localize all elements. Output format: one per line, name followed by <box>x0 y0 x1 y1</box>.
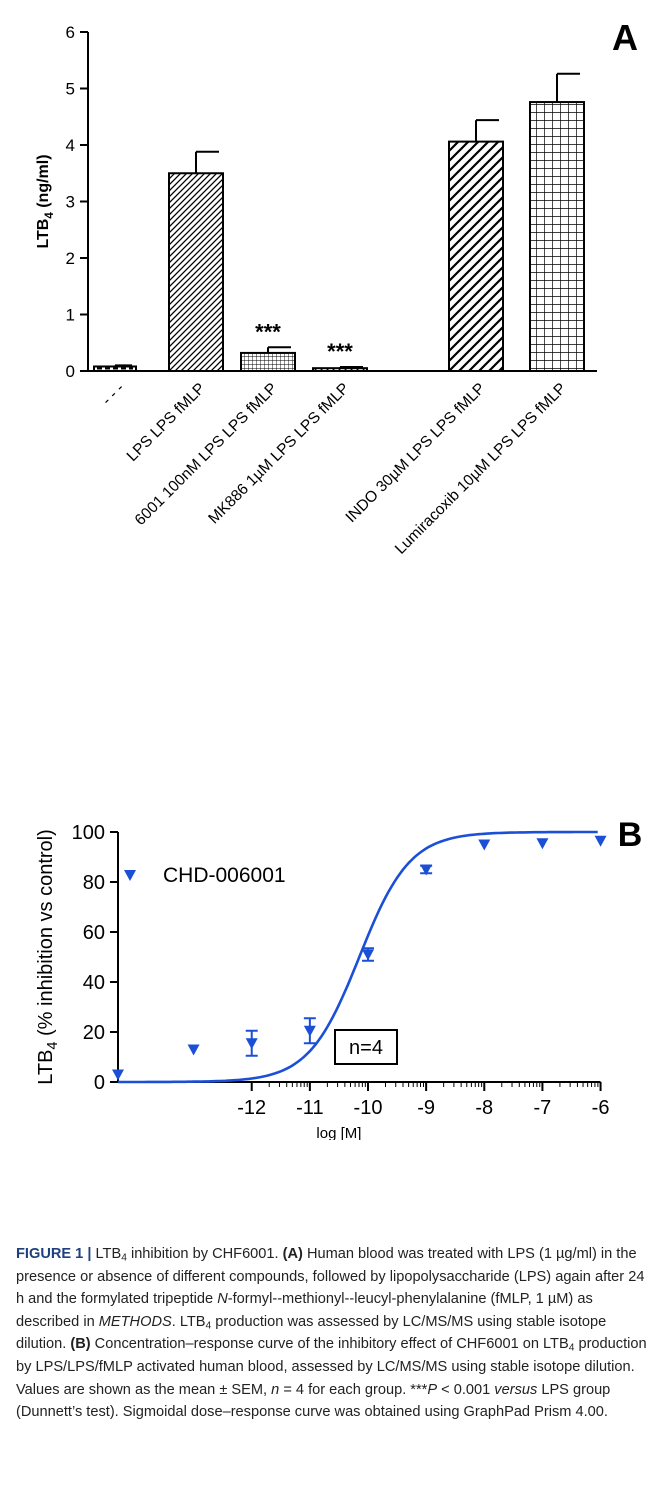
bar <box>448 140 504 372</box>
data-point <box>245 1038 258 1050</box>
x-tick-label: Lumiracoxib 10µM LPS LPS fMLP <box>392 380 570 558</box>
caption-text: = 4 for each group. *** <box>279 1381 428 1398</box>
legend-label: CHD-006001 <box>163 864 286 887</box>
caption-italic: P <box>427 1381 438 1398</box>
y-tick-label: 5 <box>66 80 75 99</box>
x-tick-label: -8 <box>475 1097 493 1119</box>
caption-text: production was assessed by LC/MS/MS usin… <box>16 1313 607 1353</box>
y-tick-label: 0 <box>94 1072 105 1094</box>
caption-text: -formyl--methionyl--leucyl-phenylalanine… <box>16 1291 593 1330</box>
caption-text: < 0.001 <box>437 1381 495 1398</box>
caption-subscript: 4 <box>121 1252 127 1264</box>
bar <box>240 351 296 373</box>
y-tick-label: 3 <box>66 193 75 212</box>
x-tick-label: - - - <box>99 380 128 409</box>
caption-text: inhibition by CHF6001. <box>126 1246 283 1262</box>
panel-label: B <box>618 816 643 854</box>
caption-italic: versus <box>494 1381 538 1398</box>
caption-italic: n <box>271 1381 280 1398</box>
fit-curve <box>118 830 598 1084</box>
caption-subscript: 4 <box>205 1320 212 1332</box>
x-tick-label: -9 <box>417 1097 435 1119</box>
y-tick-label: 4 <box>66 136 75 155</box>
x-tick-label: -12 <box>237 1097 266 1119</box>
caption-text: LTB <box>91 1246 122 1262</box>
caption-subscript: 4 <box>568 1342 575 1354</box>
y-axis-label: LTB4 (ng/ml) <box>35 154 56 248</box>
legend-marker <box>124 870 136 881</box>
data-point <box>362 949 374 961</box>
x-tick-label: 6001 100nM LPS LPS fMLP <box>132 380 281 529</box>
significance-marker: *** <box>327 339 353 364</box>
caption-text: production by LPS/LPS/fMLP activated hum… <box>16 1336 647 1398</box>
x-axis-label: log [M] <box>316 1125 361 1140</box>
caption-text: Human blood was treated with LPS (1 µg/m… <box>16 1246 645 1308</box>
data-point <box>112 1069 124 1081</box>
y-tick-label: 0 <box>66 362 75 381</box>
x-tick-label: -6 <box>592 1097 610 1119</box>
y-tick-label: 40 <box>83 972 105 994</box>
annotation-box <box>334 1029 398 1065</box>
data-point <box>478 839 491 851</box>
caption-panel-ref: (A) <box>282 1246 303 1262</box>
caption-lead: FIGURE 1 | <box>16 1246 92 1262</box>
caption-italic: METHODS <box>98 1313 172 1330</box>
x-tick-label: -7 <box>534 1097 552 1119</box>
x-tick-label: MK886 1µM LPS LPS fMLP <box>205 380 352 527</box>
y-tick-label: 2 <box>66 249 75 268</box>
x-tick-label: INDO 30µM LPS LPS fMLP <box>343 380 489 526</box>
y-axis-label: LTB4 (% inhibition vs control) <box>35 829 61 1085</box>
caption-text: . LTB <box>171 1313 206 1330</box>
bar <box>168 172 224 372</box>
bar <box>312 367 368 372</box>
y-tick-label: 6 <box>66 23 75 42</box>
y-tick-label: 1 <box>66 306 75 325</box>
caption-text: Concentration–response curve of the inhi… <box>90 1336 569 1353</box>
data-point <box>420 864 433 876</box>
figure-caption: FIGURE 1 | LTB4 inhibition by CHF6001. (… <box>16 1243 656 1424</box>
data-point <box>187 1044 200 1056</box>
significance-marker: *** <box>255 319 281 344</box>
y-tick-label: 20 <box>83 1022 105 1044</box>
panel-b-dose-response-chart: 0 20 40 60 80 100 LTB4 (% inhibition vs contro… <box>35 816 643 1140</box>
panel-label: A <box>612 17 638 58</box>
data-point <box>594 835 607 847</box>
y-tick-label: 60 <box>83 922 105 944</box>
x-tick-label: -11 <box>296 1097 323 1119</box>
y-tick-label: 100 <box>72 822 105 844</box>
data-point <box>303 1025 316 1037</box>
caption-text: LPS group (Dunnett’s test). Sigmoidal do… <box>16 1381 611 1421</box>
bar <box>529 101 585 372</box>
annotation-text: n=4 <box>349 1037 383 1059</box>
caption-italic: N <box>217 1291 228 1308</box>
y-tick-label: 80 <box>83 872 105 894</box>
x-tick-label: -10 <box>354 1097 383 1119</box>
data-point <box>536 838 549 850</box>
caption-panel-ref: (B) <box>70 1336 91 1353</box>
